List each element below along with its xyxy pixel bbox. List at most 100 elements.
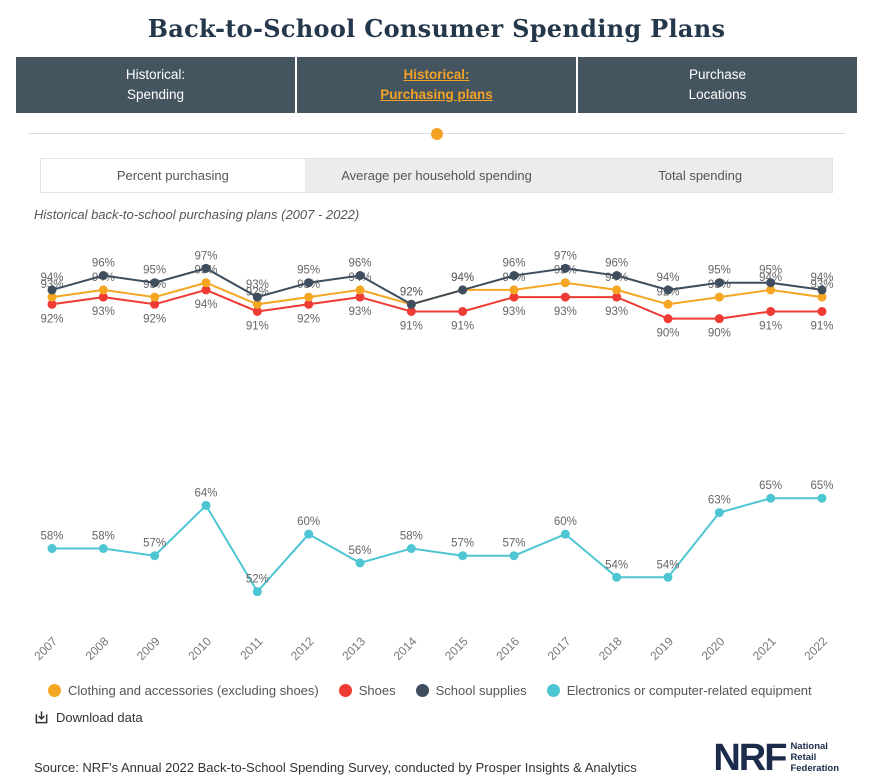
data-label: 97% [554,250,577,262]
data-point [663,314,673,324]
data-point [766,307,776,317]
nav-tab-historical-spending[interactable]: Historical: Spending [16,57,297,114]
data-label: 90% [708,328,731,340]
x-axis-label: 2008 [83,634,112,663]
data-label: 92% [40,313,63,325]
data-point [150,551,160,561]
data-label: 64% [194,488,217,500]
download-icon [35,711,48,724]
data-point [612,572,622,582]
data-point [714,314,724,324]
legend-color-dot [48,684,61,698]
x-axis-label: 2012 [288,634,317,663]
data-point [509,292,519,302]
tab-total-spending[interactable]: Total spending [658,168,743,184]
data-label: 94% [194,299,217,311]
data-point [714,278,724,288]
data-label: 90% [656,328,679,340]
data-point [817,307,827,317]
data-point [766,285,776,295]
x-axis-label: 2013 [339,634,368,663]
data-point [252,292,262,302]
data-label: 57% [502,538,525,550]
x-axis-label: 2020 [699,634,728,663]
x-axis-label: 2015 [442,634,471,663]
data-label: 95% [143,265,166,277]
data-point [817,285,827,295]
data-point [47,544,57,554]
data-point [612,271,622,281]
data-point [304,292,314,302]
data-point [817,493,827,503]
series-line [51,267,823,306]
data-label: 93% [348,306,371,318]
data-label: 96% [605,258,628,270]
data-label: 92% [297,313,320,325]
data-point [509,271,519,281]
data-point [201,278,211,288]
data-label: 92% [400,286,423,298]
x-axis-label: 2011 [237,634,265,662]
nav-tab-historical-purchasing-plans[interactable]: Historical: Purchasing plans [297,57,578,114]
data-label: 96% [348,258,371,270]
nav-tab-label: Locations [688,86,747,102]
data-point [98,285,108,295]
data-label: 95% [297,265,320,277]
data-label: 92% [400,286,423,298]
data-label: 91% [759,321,782,333]
data-point [458,551,468,561]
series-line [51,288,822,320]
nav-tab-label: Purchasing plans [380,86,493,102]
legend-item: Shoes [338,683,396,698]
download-data-button[interactable]: Download data [34,710,143,725]
data-point [355,271,365,281]
x-axis-label: 2017 [545,634,574,663]
data-point [304,278,314,288]
data-point [509,551,519,561]
legend-label: Clothing and accessories (excluding shoe… [68,683,319,699]
nrf-logo-text: NRF [713,737,787,780]
footer: Source: NRF's Annual 2022 Back-to-School… [34,737,839,780]
data-label: 58% [400,531,423,543]
active-tab-indicator-dot [430,128,443,141]
data-point [458,307,468,317]
data-point [560,263,570,273]
x-axis-label: 2009 [134,634,163,663]
data-point [560,529,570,539]
data-point [406,544,416,554]
data-point [252,299,262,309]
tab-average-per-household-spending[interactable]: Average per household spending [341,168,532,184]
primary-nav: Historical: Spending Historical: Purchas… [16,57,857,114]
data-label: 94% [40,272,63,284]
data-label: 54% [656,559,679,571]
data-label: 56% [348,545,371,557]
data-label: 93% [92,306,115,318]
data-point [766,493,776,503]
x-axis-label: 2022 [801,634,830,663]
data-point [406,307,416,317]
nrf-logo-tagline: National Retail Federation [790,740,839,774]
nav-tab-label: Spending [126,86,185,102]
data-point [817,292,827,302]
data-point [201,501,211,511]
x-axis-label: 2010 [185,634,214,663]
legend-color-dot [338,684,352,698]
data-point [612,285,622,295]
data-point [98,271,108,281]
data-point [47,299,57,309]
data-point [560,292,570,302]
data-label: 65% [759,480,782,492]
data-point [560,278,570,288]
data-label: 93% [605,306,628,318]
line-chart-svg: 2007 2008 2009 2010 2011 2012 2013 2014 2015 2016… [31,250,833,663]
nav-tab-purchase-locations[interactable]: Purchase Locations [578,57,857,113]
data-point [150,278,160,288]
chart-legend: Clothing and accessories (excluding shoe… [48,683,873,698]
data-label: 94% [759,272,782,284]
data-label: 94% [451,272,474,284]
data-point [355,285,365,295]
data-label: 94% [656,272,679,284]
data-point [252,587,262,597]
nav-divider [28,128,845,141]
tab-percent-purchasing[interactable]: Percent purchasing [41,159,305,193]
